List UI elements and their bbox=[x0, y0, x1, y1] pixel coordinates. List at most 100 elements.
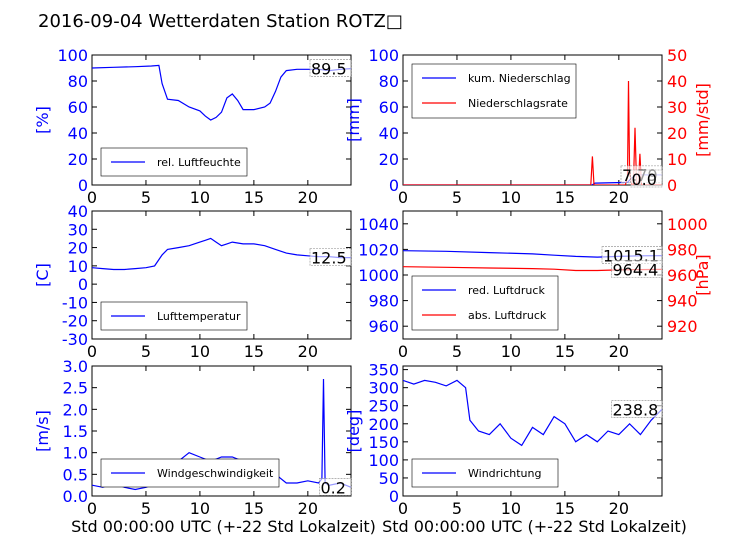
y-tick-label: 0.0 bbox=[63, 487, 88, 506]
y2-tick-label: 940 bbox=[667, 292, 698, 311]
last-value-box bbox=[611, 260, 663, 278]
x-tick-label: 20 bbox=[609, 188, 629, 207]
y-tick-label: 2.0 bbox=[63, 400, 88, 419]
y-tick-label: 10 bbox=[68, 257, 88, 276]
chart-temperature: 0 5 10 15 20-30-20-10010203040[C]Lufttempera… bbox=[33, 202, 352, 361]
x-tick-label: 5 bbox=[141, 499, 151, 518]
y2-tick-label: 50 bbox=[667, 46, 687, 65]
y-tick-label: 40 bbox=[379, 124, 399, 143]
x-tick-label: 15 bbox=[555, 342, 575, 361]
x-tick-label: 0 bbox=[87, 342, 97, 361]
x-axis-label: Std 00:00:00 UTC (+-22 Std Lokalzeit) bbox=[71, 517, 376, 536]
x-tick-label: 15 bbox=[244, 342, 264, 361]
x-tick-label: 15 bbox=[555, 499, 575, 518]
x-tick-label: 20 bbox=[298, 499, 318, 518]
legend-box bbox=[100, 147, 248, 177]
last-value-box bbox=[309, 59, 352, 77]
legend-label: Windgeschwindigkeit bbox=[157, 467, 274, 480]
y-tick-label: 960 bbox=[368, 317, 399, 336]
x-tick-label: 10 bbox=[190, 499, 210, 518]
last-value-box bbox=[630, 169, 663, 188]
y-tick-label: 20 bbox=[68, 239, 88, 258]
legend-label: kum. Niederschlag bbox=[468, 72, 571, 85]
series-line-0 bbox=[92, 64, 351, 121]
x-tick-label: 20 bbox=[298, 188, 318, 207]
y-tick-label: 0 bbox=[78, 176, 88, 195]
y-tick-label: 20 bbox=[379, 150, 399, 169]
last-value-box bbox=[319, 478, 352, 496]
y-tick-label: 1.0 bbox=[63, 444, 88, 463]
y-tick-label: -20 bbox=[62, 312, 88, 331]
x-tick-label: 20 bbox=[609, 499, 629, 518]
y2-axis-label: [mm/std] bbox=[693, 83, 712, 157]
y2-tick-label: 960 bbox=[667, 266, 698, 285]
series-line-0 bbox=[92, 237, 351, 271]
y-tick-label: 980 bbox=[368, 292, 399, 311]
x-tick-label: 0 bbox=[87, 188, 97, 207]
x-tick-label: 0 bbox=[87, 499, 97, 518]
x-tick-label: 0 bbox=[398, 499, 408, 518]
y-tick-label: 0.5 bbox=[63, 465, 88, 484]
y2-tick-label: 1000 bbox=[667, 215, 708, 234]
y2-tick-label: 980 bbox=[667, 240, 698, 259]
last-value-label: 0.2 bbox=[321, 478, 346, 497]
y-tick-label: 1020 bbox=[358, 240, 399, 259]
y-tick-label: 1000 bbox=[358, 266, 399, 285]
y-tick-label: 3.0 bbox=[63, 357, 88, 376]
x-tick-label: 5 bbox=[452, 342, 462, 361]
y-tick-label: 100 bbox=[368, 46, 399, 65]
legend-label: abs. Luftdruck bbox=[468, 309, 547, 322]
chart-windspeed: 0 5 10 15 20 0.0 0.5 1.0 1.5 2.0 2.5 3.0 [m/s] Std 00… bbox=[33, 357, 376, 536]
y-tick-label: 100 bbox=[368, 451, 399, 470]
y-axis-label: [mm] bbox=[344, 98, 363, 142]
legend-label: Windrichtung bbox=[468, 467, 541, 480]
x-tick-label: 10 bbox=[190, 188, 210, 207]
y-tick-label: 40 bbox=[68, 124, 88, 143]
x-axis-label: Std 00:00:00 UTC (+-22 Std Lokalzeit) bbox=[382, 517, 687, 536]
y2-tick-label: 20 bbox=[667, 124, 687, 143]
x-tick-label: 5 bbox=[452, 188, 462, 207]
legend-label: Lufttemperatur bbox=[157, 310, 241, 323]
y-tick-label: 100 bbox=[57, 46, 88, 65]
x-tick-label: 10 bbox=[190, 342, 210, 361]
series-line-0 bbox=[403, 379, 662, 447]
y-tick-label: 60 bbox=[379, 98, 399, 117]
y2-tick-label: 920 bbox=[667, 317, 698, 336]
y-tick-label: 0 bbox=[78, 275, 88, 294]
x-tick-label: 5 bbox=[141, 188, 151, 207]
y-tick-label: 80 bbox=[379, 72, 399, 91]
y2-tick-label: 40 bbox=[667, 72, 687, 91]
y-tick-label: 0 bbox=[389, 487, 399, 506]
y-tick-label: -10 bbox=[62, 293, 88, 312]
y-tick-label: 200 bbox=[368, 415, 399, 434]
y-axis-label: [%] bbox=[33, 106, 52, 134]
y-tick-label: 50 bbox=[379, 469, 399, 488]
figure-title: 2016-09-04 Wetterdaten Station ROTZ□ bbox=[38, 11, 403, 32]
last-value-box bbox=[611, 400, 663, 418]
y-tick-label: 30 bbox=[68, 220, 88, 239]
y-tick-label: 60 bbox=[68, 98, 88, 117]
y-tick-label: 300 bbox=[368, 379, 399, 398]
y-tick-label: 250 bbox=[368, 397, 399, 416]
y2-tick-label: 30 bbox=[667, 98, 687, 117]
y-tick-label: 2.5 bbox=[63, 379, 88, 398]
last-value-label: 0.0 bbox=[632, 170, 657, 189]
x-tick-label: 10 bbox=[501, 499, 521, 518]
y-axis-label: [deg] bbox=[344, 410, 363, 453]
y-tick-label: 350 bbox=[368, 361, 399, 380]
x-tick-label: 20 bbox=[298, 342, 318, 361]
last-value-label: 238.8 bbox=[613, 400, 659, 419]
x-tick-label: 15 bbox=[555, 188, 575, 207]
y-tick-label: 20 bbox=[68, 150, 88, 169]
y-axis-label: [C] bbox=[33, 263, 52, 287]
legend-box bbox=[411, 63, 577, 119]
last-value-label: 89.5 bbox=[311, 60, 347, 79]
y2-axis-label: [hPa] bbox=[693, 254, 712, 295]
chart-humidity: 0 5 10 15 20 0 20 40 60 80 100 [%] rel. Luftfeuchte 8… bbox=[33, 46, 352, 207]
y-tick-label: 0 bbox=[389, 176, 399, 195]
last-value-label: 12.5 bbox=[311, 249, 347, 268]
last-value-label: 964.4 bbox=[613, 260, 659, 279]
y-tick-label: 40 bbox=[68, 202, 88, 221]
